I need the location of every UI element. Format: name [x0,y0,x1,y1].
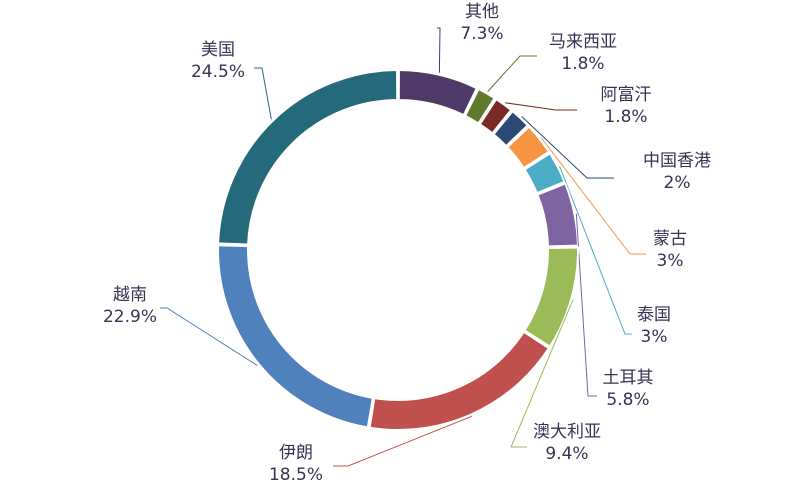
slice-label-6: 土耳其 5.8% [603,368,654,410]
leader-line-8 [333,415,473,467]
slice-label-0: 其他 7.3% [460,2,503,44]
leader-line-6 [575,213,597,397]
donut-slice-10 [217,68,399,246]
slice-name-4: 蒙古 [653,229,687,249]
slice-label-4: 蒙古 3% [653,229,687,271]
leader-line-9 [160,307,258,366]
leader-line-5 [559,166,632,335]
slice-name-2: 阿富汗 [601,85,652,105]
leader-line-7 [510,299,574,448]
slice-label-7: 澳大利亚 9.4% [533,422,601,464]
slice-name-8: 伊朗 [279,443,313,463]
slice-value-10: 24.5% [191,62,245,82]
slice-label-2: 阿富汗 1.8% [601,85,652,127]
slice-name-3: 中国香港 [643,151,711,171]
leader-line-10 [254,67,272,120]
leader-line-4 [540,137,646,255]
slice-label-10: 美国 24.5% [191,40,245,82]
slice-name-5: 泰国 [637,305,671,325]
donut-slice-7 [523,246,579,348]
donut-slice-1 [463,87,496,125]
donut-slice-6 [536,182,579,248]
slice-value-3: 2% [664,173,691,193]
slice-label-9: 越南 22.9% [103,285,157,327]
slice-value-7: 9.4% [545,444,588,464]
leader-line-1 [487,55,537,92]
slice-label-1: 马来西亚 1.8% [549,32,617,74]
leader-line-2 [504,102,577,111]
slice-name-0: 其他 [465,2,499,22]
slice-value-5: 3% [641,327,668,347]
slice-value-6: 5.8% [606,390,649,410]
donut-slice-9 [217,244,374,429]
slice-label-5: 泰国 3% [637,305,671,347]
slice-value-8: 18.5% [269,465,323,485]
donut-slice-4 [505,125,551,170]
slice-name-6: 土耳其 [603,368,654,388]
donut-slice-8 [368,330,551,431]
donut-slice-3 [492,109,530,148]
leader-line-0 [437,27,441,73]
leader-line-3 [521,116,614,179]
donut-slice-2 [478,97,513,135]
slice-value-1: 1.8% [561,54,604,74]
slice-value-4: 3% [657,251,684,271]
slice-value-9: 22.9% [103,307,157,327]
slice-value-0: 7.3% [460,24,503,44]
donut-slice-5 [523,152,566,195]
slice-name-10: 美国 [201,40,235,60]
slice-name-1: 马来西亚 [549,32,617,52]
slice-name-7: 澳大利亚 [533,422,601,442]
slice-value-2: 1.8% [604,107,647,127]
donut-slice-0 [397,68,479,117]
slice-label-3: 中国香港 2% [643,151,711,193]
slice-label-8: 伊朗 18.5% [269,443,323,485]
slice-name-9: 越南 [113,285,147,305]
